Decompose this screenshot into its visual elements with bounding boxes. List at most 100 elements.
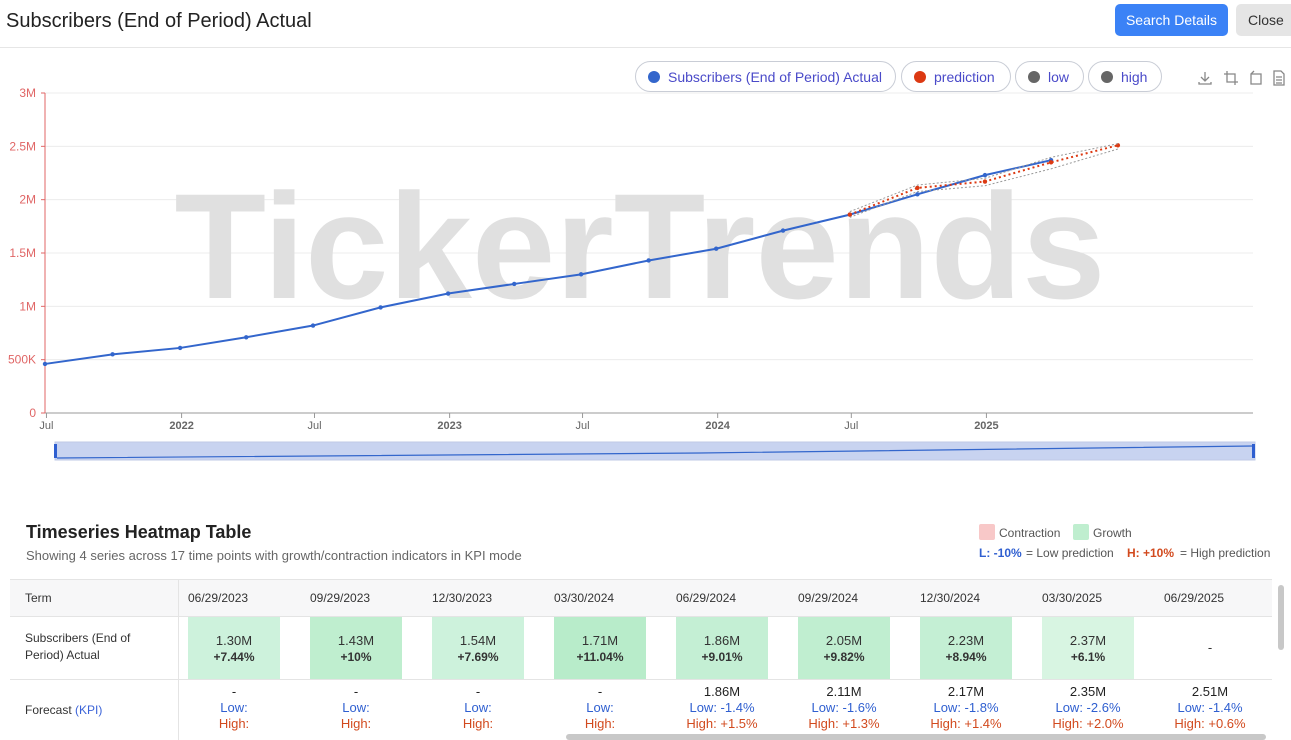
cell-growth: +7.69% xyxy=(457,650,499,664)
forecast-value: - xyxy=(353,684,359,699)
heatmap-cell: 1.86M +9.01% xyxy=(676,617,768,679)
series-line-high xyxy=(849,143,1118,213)
y-tick-label: 1.5M xyxy=(9,246,36,260)
cell-value: 2.05M xyxy=(825,633,863,648)
forecast-high: High: +1.3% xyxy=(808,716,880,731)
column-header: 03/30/2024 xyxy=(554,591,615,605)
heatmap-cell: - xyxy=(1164,617,1256,679)
row-label-line: Period) Actual xyxy=(25,648,100,662)
data-point xyxy=(42,361,48,367)
cell-value: 1.86M xyxy=(703,633,741,648)
legend-item-actual[interactable]: Subscribers (End of Period) Actual xyxy=(635,61,896,92)
y-tick-label: 0 xyxy=(29,406,36,420)
forecast-low: Low: xyxy=(220,700,248,715)
cell-value: 1.43M xyxy=(337,633,375,648)
data-point xyxy=(310,323,316,328)
data-point xyxy=(244,335,249,340)
zoom-icon[interactable] xyxy=(1223,70,1239,86)
row-divider xyxy=(10,679,1272,680)
row-label-actual: Subscribers (End of Period) Actual xyxy=(25,630,130,664)
forecast-high: High: xyxy=(218,716,250,731)
forecast-low: Low: xyxy=(464,700,492,715)
x-tick-label: Jul xyxy=(307,420,321,432)
legend-label: Subscribers (End of Period) Actual xyxy=(668,68,882,85)
data-view-icon[interactable] xyxy=(1271,70,1287,86)
forecast-value: - xyxy=(475,684,481,699)
vertical-scrollbar[interactable] xyxy=(1278,585,1284,650)
x-tick-label: 2023 xyxy=(437,420,461,432)
legend-item-low[interactable]: low xyxy=(1015,61,1084,92)
column-header: 09/29/2023 xyxy=(310,591,371,605)
forecast-cell: - Low: High: xyxy=(418,684,538,732)
cell-growth: +6.1% xyxy=(1070,650,1106,664)
horizontal-scrollbar[interactable] xyxy=(566,734,1266,740)
forecast-high: High: +1.5% xyxy=(686,716,758,731)
column-header: 12/30/2023 xyxy=(432,591,493,605)
x-tick-label: 2025 xyxy=(974,420,998,432)
growth-swatch xyxy=(1073,524,1089,540)
forecast-cell: 2.11M Low: -1.6% High: +1.3% xyxy=(784,684,904,732)
forecast-cell: 2.51M Low: -1.4% High: +0.6% xyxy=(1150,684,1270,732)
data-point xyxy=(847,212,853,217)
forecast-high: High: +2.0% xyxy=(1052,716,1124,731)
data-point xyxy=(110,352,115,357)
data-point xyxy=(915,185,920,191)
heatmap-cell: 2.05M +9.82% xyxy=(798,617,890,679)
forecast-value: - xyxy=(597,684,603,699)
cell-growth: +11.04% xyxy=(576,650,624,664)
column-header: 06/29/2025 xyxy=(1164,591,1225,605)
y-tick-label: 500K xyxy=(8,353,36,367)
forecast-high: High: xyxy=(340,716,372,731)
cell-growth: +7.44% xyxy=(213,650,255,664)
cell-value: 2.37M xyxy=(1069,633,1107,648)
kpi-tag: (KPI) xyxy=(75,703,103,717)
legend-item-high[interactable]: high xyxy=(1088,61,1162,92)
data-point xyxy=(578,272,584,277)
contraction-key: Contraction xyxy=(999,526,1061,540)
watermark-text: TickerTrends xyxy=(174,162,1105,330)
forecast-low: Low: -1.8% xyxy=(933,700,999,715)
heatmap-title: Timeseries Heatmap Table xyxy=(26,522,252,542)
forecast-low: Low: -1.4% xyxy=(1177,700,1243,715)
search-details-button[interactable]: Search Details xyxy=(1115,4,1228,36)
data-point xyxy=(713,246,719,251)
forecast-value: - xyxy=(231,684,237,699)
download-icon[interactable] xyxy=(1197,70,1213,86)
restore-icon[interactable] xyxy=(1248,70,1264,86)
row-label-forecast: Forecast (KPI) xyxy=(25,702,102,719)
x-tick-label: Jul xyxy=(39,420,53,432)
growth-key: Growth xyxy=(1093,526,1132,540)
data-point xyxy=(982,172,988,178)
data-point xyxy=(646,258,651,263)
column-header: 03/30/2025 xyxy=(1042,591,1103,605)
cell-growth: +9.01% xyxy=(701,650,743,664)
forecast-low: Low: -2.6% xyxy=(1055,700,1121,715)
x-tick-label: 2024 xyxy=(705,420,730,432)
heatmap-table: Term Subscribers (End of Period) Actual … xyxy=(10,579,1272,740)
close-button[interactable]: Close xyxy=(1236,4,1291,36)
heatmap-cell: 1.30M +7.44% xyxy=(188,617,280,679)
low-key: = Low prediction xyxy=(1026,546,1114,560)
zoom-slider-handle-right xyxy=(1252,444,1255,458)
forecast-low: Low: -1.6% xyxy=(811,700,877,715)
legend-label: low xyxy=(1048,68,1070,85)
forecast-low: Low: -1.4% xyxy=(689,700,755,715)
legend-item-prediction[interactable]: prediction xyxy=(901,61,1011,92)
x-tick-label: Jul xyxy=(576,420,590,432)
y-tick-label: 1M xyxy=(19,299,36,313)
cell-growth: +8.94% xyxy=(945,650,987,664)
low-tag: L: -10% xyxy=(979,546,1022,560)
forecast-cell: 1.86M Low: -1.4% High: +1.5% xyxy=(662,684,782,732)
legend-dot-icon xyxy=(1028,70,1040,83)
cell-growth: +9.82% xyxy=(823,650,865,664)
column-header: 06/29/2024 xyxy=(676,591,737,605)
forecast-value: 2.35M xyxy=(1069,684,1107,699)
x-tick-label: 2022 xyxy=(169,420,193,432)
high-key: = High prediction xyxy=(1180,546,1271,560)
forecast-value: 2.17M xyxy=(947,684,985,699)
forecast-cell: 2.35M Low: -2.6% High: +2.0% xyxy=(1028,684,1148,732)
forecast-cell: - Low: High: xyxy=(540,684,660,732)
forecast-cell: - Low: High: xyxy=(296,684,416,732)
table-header-row: Term xyxy=(10,580,1272,617)
data-point xyxy=(1048,160,1054,165)
